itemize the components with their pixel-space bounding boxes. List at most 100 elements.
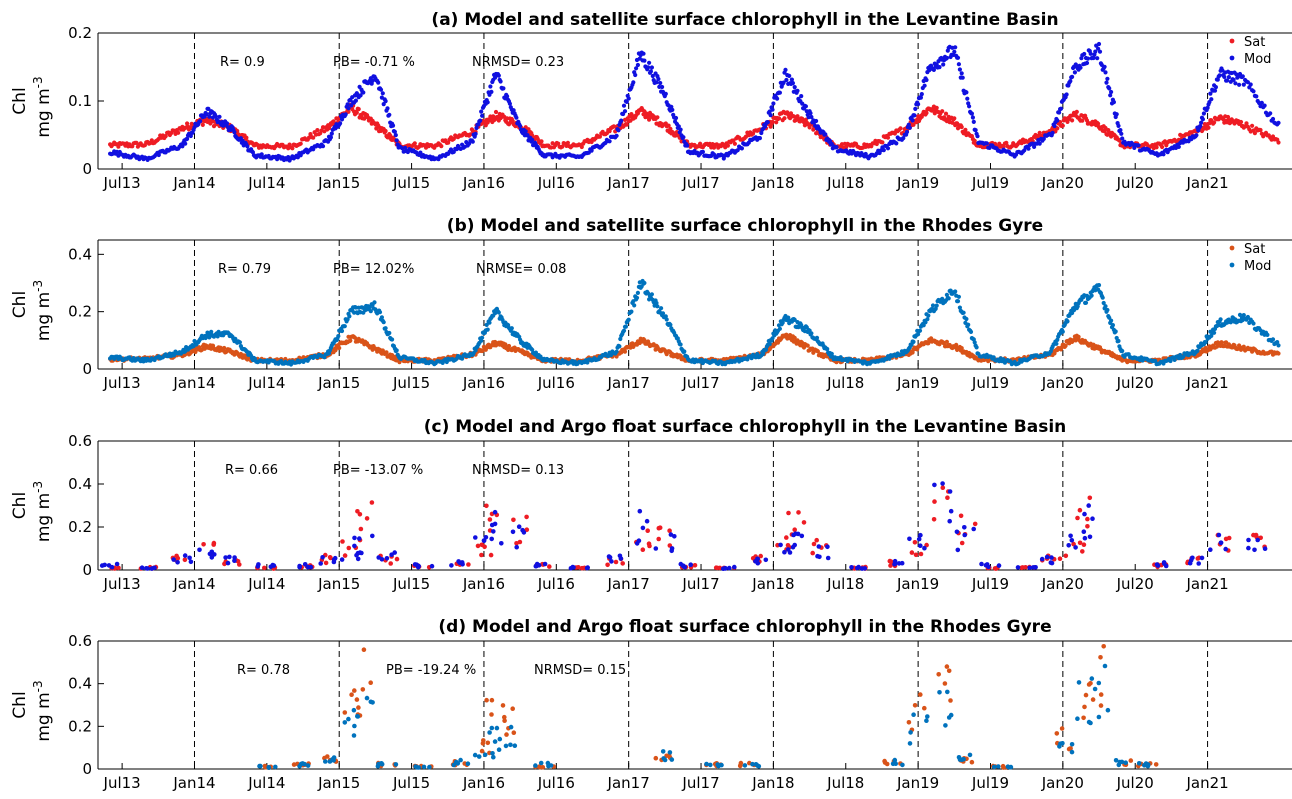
data-point	[774, 120, 779, 125]
data-point	[185, 136, 190, 141]
data-point	[421, 764, 427, 770]
data-point	[355, 509, 360, 514]
data-point	[613, 559, 619, 565]
data-point	[795, 88, 800, 93]
data-point	[959, 540, 965, 546]
data-point	[1136, 143, 1141, 148]
data-point	[777, 326, 783, 331]
x-tick-label: Jan21	[1185, 174, 1228, 192]
series-mod	[99, 481, 1268, 571]
data-point	[1080, 549, 1085, 554]
data-point	[383, 99, 388, 104]
data-point	[790, 81, 796, 86]
x-tick-label: Jan15	[317, 174, 360, 192]
data-point	[514, 115, 519, 120]
data-point	[171, 557, 176, 562]
data-point	[926, 313, 931, 318]
data-point	[622, 349, 628, 354]
x-tick-label: Jul16	[537, 174, 575, 192]
data-point	[1276, 140, 1281, 145]
data-point	[816, 544, 822, 549]
data-point	[963, 127, 968, 132]
data-point	[499, 541, 504, 546]
data-point	[626, 96, 631, 101]
data-point	[916, 536, 922, 542]
data-point	[1196, 561, 1201, 566]
data-point	[607, 139, 612, 144]
x-tick-label: Jul19	[971, 575, 1009, 593]
x-tick-label: Jul15	[392, 374, 430, 392]
data-point	[511, 517, 516, 523]
data-point	[507, 101, 512, 106]
data-point	[1060, 329, 1065, 334]
data-point	[1098, 655, 1103, 660]
data-point	[624, 122, 629, 127]
data-point	[814, 537, 819, 543]
data-point	[1195, 556, 1201, 561]
data-point	[156, 152, 161, 158]
data-point	[898, 126, 903, 131]
y-tick-label: 0.2	[68, 518, 92, 536]
data-point	[1213, 85, 1218, 90]
data-point	[346, 106, 351, 111]
data-point	[1205, 105, 1210, 110]
data-point	[207, 114, 212, 119]
data-point	[979, 561, 984, 567]
data-point	[912, 540, 918, 545]
data-point	[487, 730, 492, 735]
data-point	[457, 560, 463, 565]
data-point	[1198, 124, 1203, 129]
data-point	[792, 335, 797, 340]
x-tick-label: Jan20	[1041, 774, 1084, 792]
data-point	[1096, 46, 1101, 51]
data-point	[605, 562, 610, 568]
x-tick-label: Jul20	[1116, 774, 1154, 792]
data-point	[346, 545, 352, 551]
data-point	[1231, 77, 1236, 82]
data-point	[668, 322, 673, 327]
data-point	[524, 514, 529, 520]
data-point	[1096, 121, 1101, 126]
data-point	[492, 509, 498, 515]
data-point	[258, 763, 263, 769]
data-point	[700, 149, 706, 154]
data-point	[975, 134, 980, 139]
data-point	[476, 754, 482, 759]
data-point	[825, 346, 830, 352]
y-tick-label: 0.4	[68, 675, 92, 693]
data-point	[256, 562, 261, 567]
series-mod	[108, 278, 1281, 367]
data-point	[1102, 64, 1107, 69]
data-point	[640, 547, 646, 552]
data-point	[946, 296, 951, 301]
legend-entry: Mod	[1244, 52, 1271, 67]
data-point	[1059, 726, 1065, 731]
data-point	[913, 106, 918, 111]
data-point	[940, 109, 945, 114]
data-point	[659, 306, 664, 311]
x-tick-label: Jan17	[607, 174, 650, 192]
data-point	[725, 143, 731, 148]
data-point	[1233, 81, 1238, 86]
data-point	[660, 311, 666, 316]
data-point	[656, 525, 662, 531]
data-point	[1074, 109, 1079, 114]
data-point	[188, 133, 193, 139]
data-point	[481, 538, 487, 544]
data-point	[805, 343, 810, 348]
y-tick-label: 0	[82, 360, 92, 378]
data-point	[664, 317, 669, 322]
data-point	[906, 720, 912, 725]
series-mod	[257, 663, 1151, 770]
data-point	[931, 517, 937, 522]
data-point	[1082, 51, 1087, 57]
data-point	[182, 553, 188, 558]
data-point	[361, 647, 367, 652]
stat-label: NRMSE= 0.08	[476, 262, 566, 277]
data-point	[971, 526, 976, 532]
data-point	[511, 730, 517, 735]
data-point	[520, 527, 525, 533]
data-point	[907, 536, 912, 542]
data-point	[152, 565, 157, 571]
